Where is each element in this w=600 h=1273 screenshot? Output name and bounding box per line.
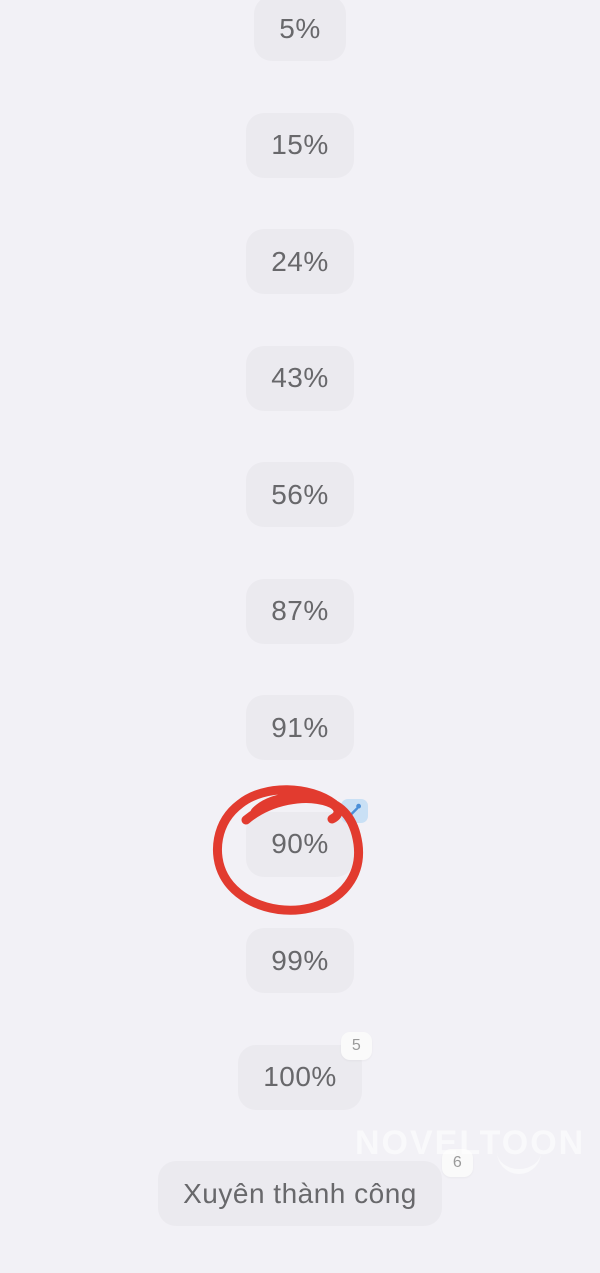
list-item: 43% — [246, 345, 354, 411]
message-text: 5% — [279, 12, 321, 44]
list-item: 56% — [246, 462, 354, 527]
message-text: 99% — [271, 944, 329, 976]
watermark-smile-icon — [497, 1152, 541, 1174]
message-bubble[interactable]: 5% — [254, 0, 346, 61]
watermark: NOVELTOON — [355, 1124, 586, 1162]
message-bubble[interactable]: 56% — [246, 462, 354, 527]
list-item: 100% 5 — [238, 1031, 372, 1110]
comment-count: 6 — [452, 1154, 462, 1171]
message-bubble[interactable]: 24% — [246, 229, 354, 294]
pen-icon — [348, 803, 362, 817]
message-bubble[interactable]: 15% — [246, 112, 354, 178]
message-text: 56% — [271, 478, 329, 510]
message-list: 5% 15% — [158, 0, 473, 1226]
list-item: 87% — [246, 578, 354, 644]
message-text: 43% — [271, 362, 329, 393]
message-text: 15% — [271, 129, 329, 160]
list-item: 91% — [246, 695, 354, 760]
message-bubble[interactable]: 90% — [246, 798, 368, 877]
comment-pen-badge[interactable] — [340, 798, 368, 823]
comment-count-badge[interactable]: 6 — [441, 1149, 473, 1177]
message-text: 87% — [271, 595, 329, 626]
list-item: 99% — [246, 928, 354, 993]
list-item: Xuyên thành công 6 — [158, 1149, 473, 1226]
message-text: Xuyên thành công — [183, 1177, 417, 1209]
message-bubble[interactable]: 87% — [246, 578, 354, 644]
message-text: 90% — [271, 828, 329, 859]
list-item: 5% — [254, 0, 346, 61]
message-text: 91% — [271, 711, 329, 743]
message-bubble[interactable]: 43% — [246, 345, 354, 411]
comment-count-badge[interactable]: 5 — [340, 1031, 372, 1060]
list-item: 90% — [246, 798, 368, 877]
message-text: 24% — [271, 245, 329, 277]
list-item: 15% — [246, 112, 354, 178]
message-text: 100% — [263, 1061, 337, 1092]
list-item: 24% — [246, 229, 354, 294]
message-bubble[interactable]: 100% 5 — [238, 1031, 372, 1110]
message-bubble[interactable]: 91% — [246, 695, 354, 760]
message-bubble[interactable]: Xuyên thành công 6 — [158, 1149, 473, 1226]
comment-count: 5 — [351, 1036, 361, 1054]
message-bubble[interactable]: 99% — [246, 928, 354, 993]
